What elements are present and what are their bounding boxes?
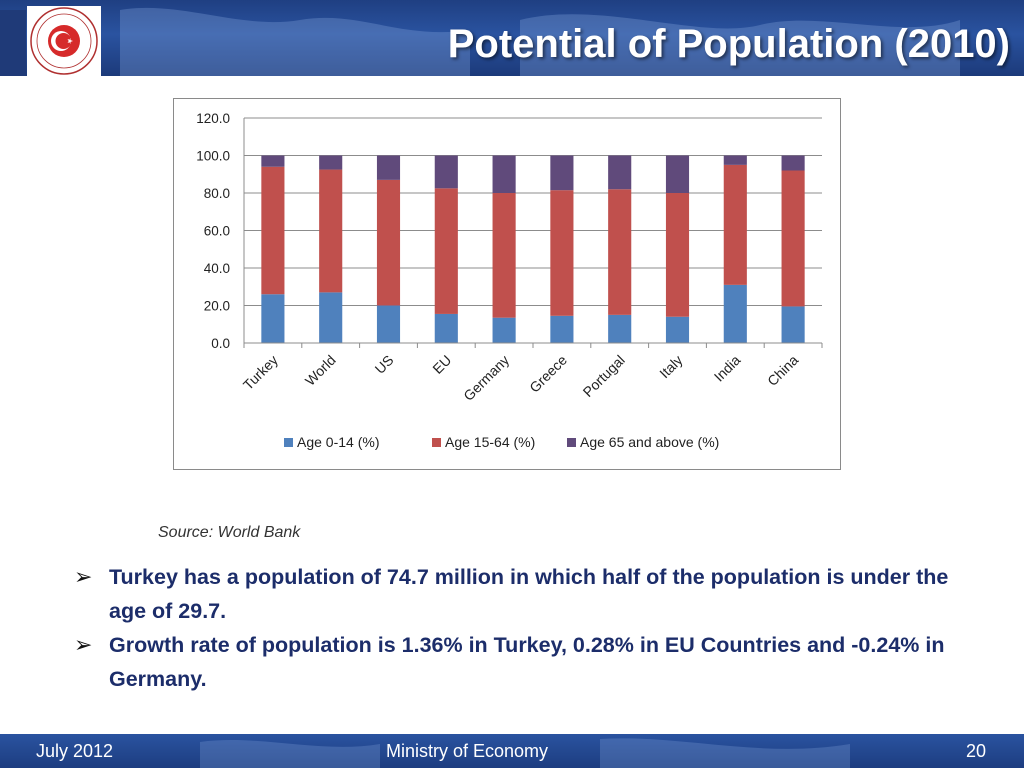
bar-segment bbox=[608, 314, 632, 343]
bullet-list: ➢ Turkey has a population of 74.7 millio… bbox=[72, 560, 962, 696]
bullet-item: ➢ Growth rate of population is 1.36% in … bbox=[72, 628, 962, 696]
bar-segment bbox=[319, 169, 343, 293]
bar-segment bbox=[608, 189, 632, 315]
bar-segment bbox=[723, 155, 747, 165]
bar-segment bbox=[608, 155, 632, 190]
page-number: 20 bbox=[965, 741, 986, 761]
bar-segment bbox=[781, 306, 805, 343]
y-tick-label: 40.0 bbox=[204, 261, 230, 276]
chart-svg: 0.0 20.0 40.0 60.0 80.0 100.0 120.0 Turkey World… bbox=[196, 111, 823, 450]
y-tick-label: 80.0 bbox=[204, 186, 230, 201]
legend-swatch bbox=[284, 438, 293, 447]
legend-label: Age 15-64 (%) bbox=[445, 434, 535, 450]
slide-title: Potential of Population (2010) bbox=[447, 22, 1010, 66]
arrow-bullet-icon: ➢ bbox=[74, 632, 93, 657]
y-tick-label: 100.0 bbox=[196, 149, 230, 164]
x-category-label: Italy bbox=[656, 352, 685, 381]
bullet-text: Growth rate of population is 1.36% in Tu… bbox=[109, 633, 945, 691]
bar-segment bbox=[261, 294, 285, 343]
header-bar: Potential of Population (2010) bbox=[0, 0, 1024, 76]
bullet-text: Turkey has a population of 74.7 million … bbox=[109, 565, 949, 623]
bullet-item: ➢ Turkey has a population of 74.7 millio… bbox=[72, 560, 962, 628]
bar-segment bbox=[492, 155, 516, 193]
bar-segment bbox=[781, 170, 805, 307]
population-chart: 0.0 20.0 40.0 60.0 80.0 100.0 120.0 Turkey World… bbox=[173, 98, 841, 470]
legend-swatch bbox=[432, 438, 441, 447]
bar-segment bbox=[665, 316, 690, 343]
legend-label: Age 65 and above (%) bbox=[580, 434, 719, 450]
ministry-logo bbox=[27, 6, 101, 76]
x-category-label: US bbox=[372, 352, 397, 377]
arrow-bullet-icon: ➢ bbox=[74, 564, 93, 589]
x-category-label: Portugal bbox=[580, 352, 628, 400]
x-category-label: EU bbox=[429, 352, 454, 377]
bar-segment bbox=[665, 155, 690, 193]
bar-segment bbox=[376, 179, 401, 306]
bar-segment bbox=[550, 190, 574, 316]
x-category-label: Germany bbox=[460, 352, 512, 404]
bar-segment bbox=[434, 155, 458, 189]
y-tick-label: 120.0 bbox=[196, 111, 230, 126]
y-tick-label: 0.0 bbox=[211, 336, 230, 351]
bar-segment bbox=[261, 166, 285, 295]
source-note: Source: World Bank bbox=[158, 524, 301, 541]
bar-segment bbox=[723, 164, 747, 285]
header-left-strip bbox=[0, 10, 26, 76]
y-tick-label: 60.0 bbox=[204, 224, 230, 239]
bar-segment bbox=[550, 315, 574, 343]
footer-organization: Ministry of Economy bbox=[386, 741, 549, 761]
x-category-label: Greece bbox=[526, 352, 570, 396]
x-category-label: Turkey bbox=[240, 352, 281, 393]
bar-segment bbox=[376, 305, 401, 343]
x-category-label: China bbox=[764, 352, 801, 389]
legend-label: Age 0-14 (%) bbox=[297, 434, 379, 450]
bar-segment bbox=[261, 155, 285, 167]
bar-segment bbox=[319, 292, 343, 343]
x-category-label: India bbox=[711, 352, 744, 385]
bar-segment bbox=[665, 193, 690, 317]
bar-segment bbox=[434, 188, 458, 314]
bar-segment bbox=[319, 155, 343, 170]
bar-segment bbox=[492, 193, 516, 318]
bar-segment bbox=[492, 317, 516, 343]
x-category-label: World bbox=[302, 352, 339, 389]
footer-date: July 2012 bbox=[36, 741, 114, 761]
bar-segment bbox=[550, 155, 574, 191]
ministry-seal-icon bbox=[30, 7, 98, 75]
bar-segment bbox=[376, 155, 401, 180]
bar-segment bbox=[434, 313, 458, 343]
bar-segment bbox=[781, 155, 805, 171]
footer-map-background bbox=[200, 738, 850, 768]
bar-segment bbox=[723, 284, 747, 343]
footer-bar: July 2012 Ministry of Economy 20 bbox=[0, 734, 1024, 768]
y-tick-label: 20.0 bbox=[204, 299, 230, 314]
legend-swatch bbox=[567, 438, 576, 447]
world-map-background bbox=[120, 7, 960, 76]
